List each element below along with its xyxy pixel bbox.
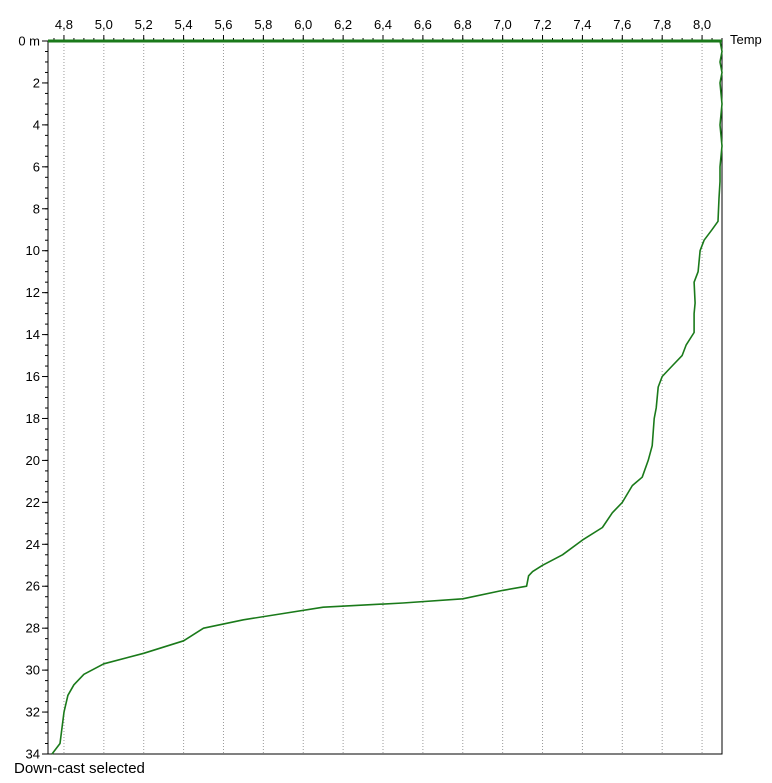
x-tick-label-7: 6,2 [334, 17, 352, 32]
y-tick-label-7: 14 [26, 327, 40, 342]
y-tick-label-12: 24 [26, 537, 40, 552]
y-tick-label-14: 28 [26, 621, 40, 636]
x-tick-label-8: 6,4 [374, 17, 392, 32]
y-tick-label-16: 32 [26, 705, 40, 720]
x-tick-label-3: 5,4 [175, 17, 193, 32]
y-tick-label-17: 34 [26, 747, 40, 762]
x-tick-label-2: 5,2 [135, 17, 153, 32]
x-tick-label-0: 4,8 [55, 17, 73, 32]
x-tick-label-14: 7,6 [613, 17, 631, 32]
series-group [48, 39, 723, 755]
x-axis-label: Temp [730, 32, 762, 47]
x-tick-label-6: 6,0 [294, 17, 312, 32]
x-tick-label-13: 7,4 [573, 17, 591, 32]
x-tick-label-12: 7,2 [533, 17, 551, 32]
x-tick-label-4: 5,6 [214, 17, 232, 32]
y-tick-label-9: 18 [26, 411, 40, 426]
y-tick-label-4: 8 [33, 201, 40, 216]
y-tick-label-5: 10 [26, 243, 40, 258]
y-tick-label-8: 16 [26, 369, 40, 384]
x-tick-label-15: 7,8 [653, 17, 671, 32]
grid-lines [63, 41, 703, 754]
x-tick-label-1: 5,0 [95, 17, 113, 32]
x-tick-label-16: 8,0 [693, 17, 711, 32]
y-tick-label-11: 22 [26, 495, 40, 510]
temperature-profile-line-0 [51, 40, 723, 755]
y-tick-label-13: 26 [26, 579, 40, 594]
y-tick-label-3: 6 [33, 159, 40, 174]
x-tick-label-11: 7,0 [494, 17, 512, 32]
x-axis-ticks: 4,8 5,0 5,2 5,4 5,6 5,8 6,0 6,2 6,4 6,6 6,8 7,0 7,2 7… [53, 17, 723, 41]
x-tick-label-10: 6,8 [454, 17, 472, 32]
plot-frame [47, 40, 723, 755]
plot-border [47, 40, 723, 755]
x-tick-label-9: 6,6 [414, 17, 432, 32]
y-tick-label-10: 20 [26, 453, 40, 468]
y-tick-label-15: 30 [26, 663, 40, 678]
y-tick-label-0: 0 m [18, 34, 40, 49]
status-text: Down-cast selected [14, 760, 145, 777]
x-tick-label-5: 5,8 [254, 17, 272, 32]
y-tick-label-6: 12 [26, 285, 40, 300]
y-tick-label-1: 2 [33, 75, 40, 90]
y-tick-label-2: 4 [33, 117, 40, 132]
